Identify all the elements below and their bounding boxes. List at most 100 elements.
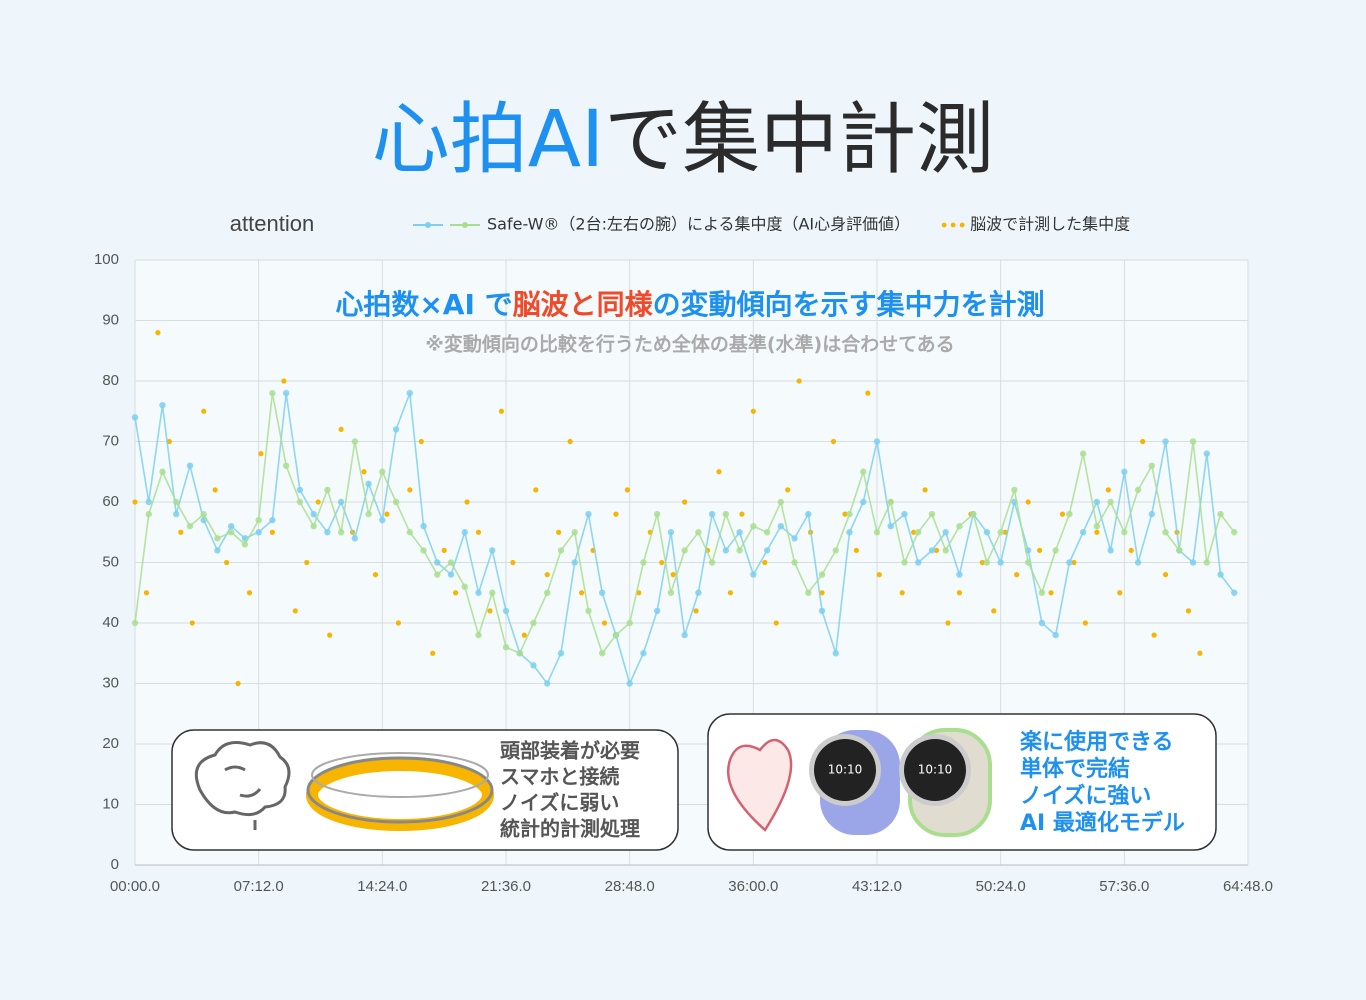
overlay: 心拍数×AI で脳波と同様の変動傾向を示す集中力を計測 ※変動傾向の比較を行うた… xyxy=(171,288,1217,851)
line-point xyxy=(1231,589,1238,596)
scatter-point xyxy=(407,487,413,493)
scatter-point xyxy=(521,632,527,638)
line-point xyxy=(324,529,331,536)
line-point xyxy=(585,607,592,615)
watch-time: 10:10 xyxy=(828,763,863,777)
line-point xyxy=(420,523,427,530)
line-point xyxy=(860,468,867,475)
y-tick-label: 30 xyxy=(102,674,119,691)
line-point xyxy=(337,529,345,536)
scatter-point xyxy=(1105,487,1111,493)
line-point xyxy=(145,510,152,518)
line-point xyxy=(557,547,565,554)
line-point xyxy=(928,547,936,554)
scatter-point xyxy=(361,469,367,475)
line-point xyxy=(1052,631,1059,639)
line-point xyxy=(1217,510,1224,518)
line-point xyxy=(695,529,702,536)
line-point xyxy=(227,529,235,536)
line-point xyxy=(447,571,455,578)
scatter-point xyxy=(1197,650,1203,656)
line-point xyxy=(873,438,881,445)
left-box-line: 統計的計測処理 xyxy=(500,817,640,841)
scatter-point xyxy=(269,529,276,535)
line-point xyxy=(791,535,798,542)
line-point xyxy=(736,529,743,536)
line-point xyxy=(269,389,276,397)
legend: Safe-W®（2台:左右の腕）による集中度（AI心身評価値） 脳波で計測した集中… xyxy=(413,215,1130,234)
scatter-point xyxy=(911,529,917,535)
scatter-point xyxy=(1036,547,1043,554)
legend-marker xyxy=(941,222,947,228)
line-point xyxy=(1148,462,1156,469)
scatter-point xyxy=(716,469,722,475)
y-tick-label: 80 xyxy=(102,372,119,389)
line-point xyxy=(365,480,372,488)
scatter-point xyxy=(1185,608,1192,614)
scatter-point xyxy=(1162,572,1169,578)
line-point xyxy=(763,529,771,536)
scatter-point xyxy=(750,408,756,414)
legend-marker xyxy=(959,222,965,228)
line-point xyxy=(860,498,867,506)
scatter-point xyxy=(315,499,321,505)
line-point xyxy=(324,486,331,494)
scatter-point xyxy=(899,590,905,596)
scatter-point xyxy=(1082,620,1089,626)
line-point xyxy=(145,498,152,506)
scatter-point xyxy=(956,590,963,596)
line-point xyxy=(942,529,949,536)
scatter-point xyxy=(510,559,516,566)
line-point xyxy=(1107,498,1114,506)
scatter-point xyxy=(201,408,207,414)
line-point xyxy=(200,510,207,518)
line-point xyxy=(873,529,881,536)
headline-part: の変動傾向を示す集中力を計測 xyxy=(653,288,1045,321)
line-point xyxy=(887,523,894,530)
line-point xyxy=(667,529,675,536)
scatter-point xyxy=(143,590,150,596)
scatter-point xyxy=(189,620,195,626)
scatter-point xyxy=(258,451,264,457)
x-tick-label: 14:24.0 xyxy=(357,878,407,895)
line-point xyxy=(1079,450,1087,457)
line-point xyxy=(269,516,276,524)
headline-part: 脳波と同様 xyxy=(513,288,654,321)
scatter-point xyxy=(292,608,298,614)
scatter-point xyxy=(773,620,779,626)
y-tick-label: 10 xyxy=(102,795,119,812)
line-point xyxy=(159,468,166,475)
scatter-point xyxy=(659,559,665,566)
line-point xyxy=(1024,559,1032,566)
scatter-point xyxy=(796,378,802,384)
line-point xyxy=(544,589,551,596)
line-point xyxy=(131,414,139,421)
line-point xyxy=(516,650,523,657)
line-point xyxy=(942,547,949,554)
line-point xyxy=(805,589,812,596)
scatter-point xyxy=(155,330,161,336)
title: 心拍AIで集中計測 xyxy=(372,95,994,185)
line-point xyxy=(722,547,730,554)
y-axis-label: attention xyxy=(230,211,314,236)
scatter-point xyxy=(464,499,470,505)
scatter-point xyxy=(327,632,333,638)
scatter-point xyxy=(1151,632,1157,638)
line-point xyxy=(282,389,290,397)
y-tick-label: 50 xyxy=(102,553,119,570)
scatter-point xyxy=(178,529,184,535)
line-point xyxy=(241,535,249,542)
x-tick-label: 36:00.0 xyxy=(728,878,778,895)
line-point xyxy=(502,607,510,615)
scatter-point xyxy=(453,590,459,596)
scatter-point xyxy=(418,438,424,445)
line-point xyxy=(365,510,372,518)
scatter-point xyxy=(578,590,585,596)
line-point xyxy=(846,529,853,536)
line-point xyxy=(1134,486,1142,494)
line-point xyxy=(1217,571,1224,578)
scatter-point xyxy=(567,438,573,445)
line-point xyxy=(626,619,633,627)
line-point xyxy=(351,535,359,542)
y-tick-label: 40 xyxy=(102,614,119,631)
